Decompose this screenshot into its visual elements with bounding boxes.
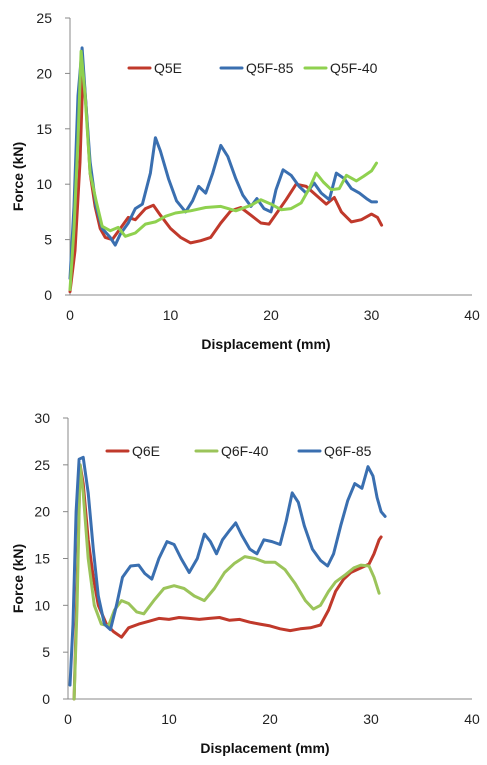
y-axis-title: Force (kN) xyxy=(10,142,26,211)
legend-label-q5f-40: Q5F-40 xyxy=(330,60,378,76)
x-tick-label: 20 xyxy=(262,711,278,727)
x-tick-label: 10 xyxy=(161,711,177,727)
legend-label-q6f-40: Q6F-40 xyxy=(221,443,269,459)
y-tick-label: 25 xyxy=(36,10,52,26)
x-tick-label: 0 xyxy=(66,307,74,323)
chart-q6: 0 5 10 15 20 25 30 0 10 20 30 40 Displacement (mm) Fo… xyxy=(10,410,480,756)
x-axis-title: Displacement (mm) xyxy=(201,336,330,352)
y-tick-label: 10 xyxy=(34,597,50,613)
y-tick-label: 0 xyxy=(42,691,50,707)
y-tick-label: 30 xyxy=(34,410,50,426)
y-tick-label: 0 xyxy=(44,287,52,303)
y-tick-label: 25 xyxy=(34,457,50,473)
legend-label-q6e: Q6E xyxy=(132,443,160,459)
legend-label-q6f-85: Q6F-85 xyxy=(324,443,372,459)
legend-label-q5f-85: Q5F-85 xyxy=(246,60,294,76)
y-tick-label: 10 xyxy=(36,176,52,192)
x-tick-label: 0 xyxy=(64,711,72,727)
y-tick-label: 15 xyxy=(36,121,52,137)
y-tick-label: 5 xyxy=(42,644,50,660)
x-tick-label: 40 xyxy=(464,711,480,727)
series-line-q5f-85 xyxy=(68,46,378,280)
y-axis-title: Force (kN) xyxy=(10,544,26,613)
x-tick-label: 30 xyxy=(363,711,379,727)
x-tick-label: 20 xyxy=(263,307,279,323)
y-tick-label: 20 xyxy=(34,504,50,520)
x-tick-label: 30 xyxy=(364,307,380,323)
series-line-q6f-40 xyxy=(72,463,381,701)
x-axis-title: Displacement (mm) xyxy=(200,740,329,756)
chart-q5: 0 5 10 15 20 25 0 10 20 30 40 Displacement (mm) Forc… xyxy=(10,10,480,352)
y-tick-label: 5 xyxy=(44,232,52,248)
x-tick-label: 40 xyxy=(464,307,480,323)
x-tick-label: 10 xyxy=(163,307,179,323)
y-tick-label: 20 xyxy=(36,65,52,81)
legend-label-q5e: Q5E xyxy=(154,60,182,76)
y-tick-label: 15 xyxy=(34,551,50,567)
series-line-q6f-85 xyxy=(68,455,387,687)
series-line-q5f-40 xyxy=(68,49,378,291)
